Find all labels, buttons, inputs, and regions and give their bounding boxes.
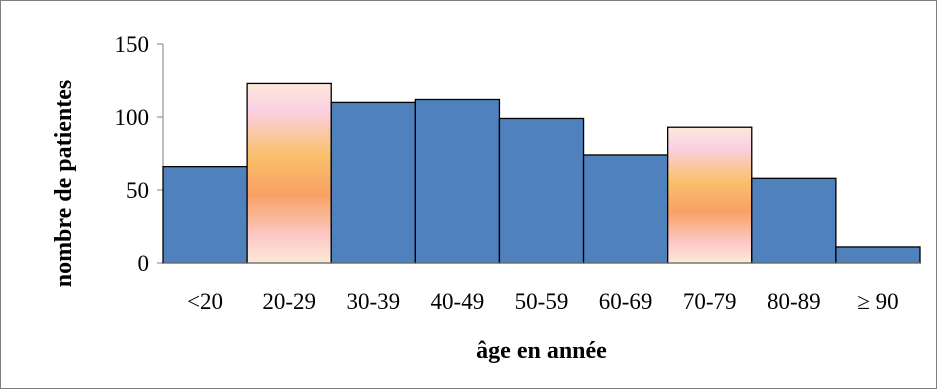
bar-60-69 (582, 154, 669, 264)
y-tick-label: 0 (138, 251, 150, 276)
bar-80-89 (751, 177, 837, 264)
bar-70-79 (667, 126, 753, 264)
bar-20-29 (246, 82, 332, 264)
x-tick-label: 80-89 (767, 289, 821, 314)
y-tick-labels: 0 50 100 150 (115, 32, 150, 276)
y-axis (157, 43, 164, 264)
y-tick-label: 150 (115, 32, 150, 57)
x-tick-label: ≥ 90 (857, 289, 898, 314)
x-tick-label: <20 (187, 289, 223, 314)
x-tick-label: 70-79 (683, 289, 737, 314)
x-tick-labels: <20 20-29 30-39 40-49 50-59 60-69 70-79 80-89 ≥ … (187, 289, 899, 314)
x-tick-label: 60-69 (599, 289, 653, 314)
x-tick-label: 40-49 (431, 289, 485, 314)
x-tick-label: 50-59 (515, 289, 569, 314)
bar-50-59 (498, 117, 585, 264)
y-axis-title: nombre de patientes (51, 80, 77, 288)
x-axis-title: âge en année (476, 338, 607, 364)
bar-90 (835, 246, 921, 264)
x-tick-label: 20-29 (262, 289, 316, 314)
bar-30-39 (330, 101, 416, 264)
bars-group (162, 82, 921, 264)
bar-20 (162, 165, 248, 264)
bar-40-49 (414, 98, 501, 264)
x-tick-label: 30-39 (346, 289, 400, 314)
y-tick-label: 50 (126, 178, 149, 203)
y-tick-label: 100 (115, 105, 150, 130)
